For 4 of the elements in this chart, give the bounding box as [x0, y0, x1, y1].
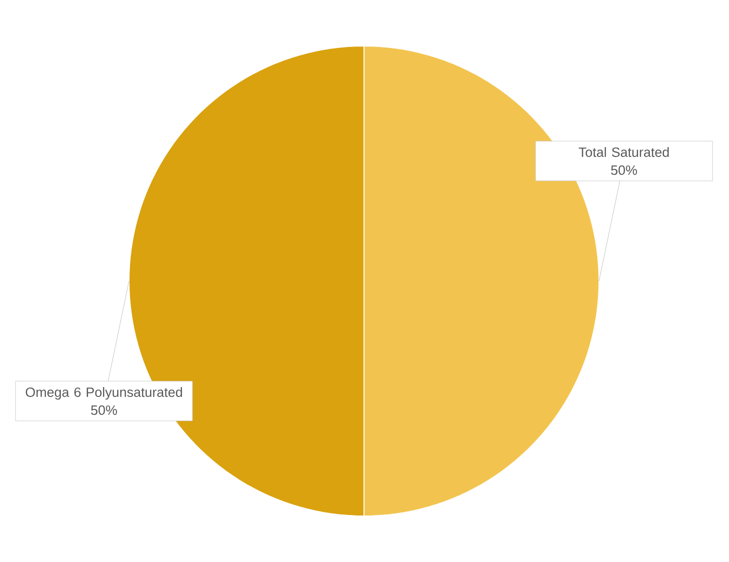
- slice-label: Total Saturated: [578, 147, 669, 157]
- slice-label: Omega 6 Polyunsaturated: [26, 387, 182, 400]
- data-label: 50%: [611, 165, 637, 175]
- data-label: 50%: [91, 405, 117, 415]
